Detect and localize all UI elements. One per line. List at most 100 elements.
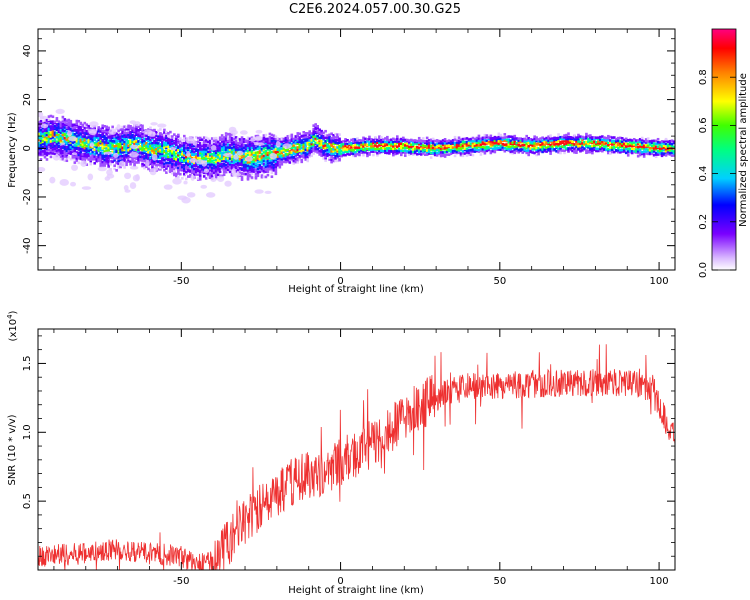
heatmap-cell (149, 156, 152, 160)
heatmap-cell (91, 157, 95, 161)
heatmap-cell (469, 153, 473, 156)
heatmap-cell (505, 138, 509, 142)
heatmap-cell (296, 148, 300, 152)
heatmap-cell (93, 136, 97, 140)
heatmap-cell (441, 147, 445, 150)
heatmap-cell (380, 136, 383, 139)
heatmap-cell (175, 137, 178, 141)
heatmap-cell (175, 158, 178, 161)
heatmap-cell (298, 132, 302, 136)
heatmap-cell (77, 134, 81, 137)
heatmap-cell (642, 140, 646, 143)
heatmap-cell (425, 140, 429, 143)
heatmap-cell (139, 124, 142, 127)
heatmap-cell (342, 140, 345, 143)
heatmap-cell (380, 143, 383, 147)
heatmap-cell (525, 151, 528, 155)
heatmap-cell (129, 141, 132, 144)
heatmap-cell (248, 168, 252, 172)
heatmap-cell (121, 130, 124, 134)
heatmap-cell (565, 147, 568, 150)
heatmap-cell (658, 149, 662, 153)
heatmap-cell (107, 148, 110, 151)
heatmap-cell (467, 149, 471, 152)
heatmap-cell (242, 154, 246, 158)
heatmap-cell (605, 145, 608, 148)
heatmap-cell (248, 147, 252, 150)
heatmap-cell (563, 136, 566, 139)
heatmap-cell (210, 163, 214, 166)
heatmap-cell (109, 134, 112, 138)
heatmap-cell (644, 138, 648, 141)
heatmap-cell (447, 148, 451, 151)
heatmap-cell (169, 145, 172, 149)
heatmap-cell (298, 154, 302, 158)
heatmap-cell (551, 147, 554, 151)
heatmap-cell (38, 142, 41, 145)
heatmap-cell (53, 134, 57, 138)
heatmap-cell (260, 140, 264, 144)
heatmap-cell (200, 165, 204, 169)
heatmap-cell (190, 143, 194, 147)
heatmap-cell (449, 140, 453, 143)
heatmap-cell (527, 146, 530, 149)
heatmap-cell (185, 155, 188, 159)
heatmap-cell (159, 148, 162, 152)
heatmap-cell (230, 152, 234, 155)
heatmap-cell (300, 141, 304, 144)
heatmap-cell (121, 146, 124, 150)
heatmap-cell (238, 142, 242, 145)
heatmap-cell (515, 137, 519, 140)
heatmap-cell (338, 139, 341, 143)
heatmap-cell (628, 147, 632, 151)
heatmap-cell (457, 139, 461, 143)
heatmap-cell (99, 148, 102, 152)
heatmap-cell (479, 149, 483, 153)
heatmap-cell (49, 125, 53, 128)
heatmap-cell (232, 135, 236, 138)
heatmap-cell (198, 167, 202, 171)
heatmap-cell (175, 155, 178, 158)
heatmap-cell (210, 166, 214, 169)
heatmap-cell (585, 132, 588, 136)
heatmap-cell (537, 141, 540, 145)
heatmap-cell (45, 131, 49, 134)
heatmap-cell (471, 144, 475, 147)
heatmap-cell (581, 139, 584, 142)
heatmap-cell (467, 142, 471, 145)
heatmap-cell (143, 141, 146, 145)
heatmap-cell (314, 130, 317, 134)
heatmap-cell (296, 134, 300, 138)
heatmap-cell (340, 144, 343, 148)
heatmap-cell (202, 156, 206, 160)
heatmap-cell (139, 151, 142, 154)
heatmap-cell (47, 139, 51, 143)
heatmap-cell (248, 144, 252, 148)
heatmap-cell (549, 139, 552, 142)
heatmap-cell (350, 152, 353, 155)
heatmap-cell (61, 115, 65, 119)
heatmap-cell (336, 154, 339, 158)
heatmap-cell (137, 157, 140, 161)
heatmap-cell (302, 156, 306, 159)
heatmap-cell (65, 159, 69, 163)
heatmap-cell (214, 167, 218, 170)
heatmap-cell (83, 121, 87, 125)
heatmap-cell (161, 133, 164, 137)
heatmap-cell (330, 150, 333, 153)
heatmap-cell (262, 148, 266, 152)
heatmap-cell (153, 146, 156, 149)
heatmap-cell (483, 133, 487, 137)
heatmap-cell (107, 139, 110, 143)
heatmap-cell (53, 131, 57, 134)
heatmap-cell (312, 139, 315, 143)
heatmap-cell (593, 136, 596, 139)
heatmap-cell (405, 142, 409, 146)
heatmap-cell (103, 124, 106, 128)
heatmap-cell (453, 135, 457, 139)
heatmap-cell (642, 152, 646, 156)
heatmap-cell (479, 137, 483, 141)
heatmap-cell (107, 146, 110, 149)
heatmap-cell (499, 144, 503, 148)
heatmap-cell (256, 160, 260, 164)
